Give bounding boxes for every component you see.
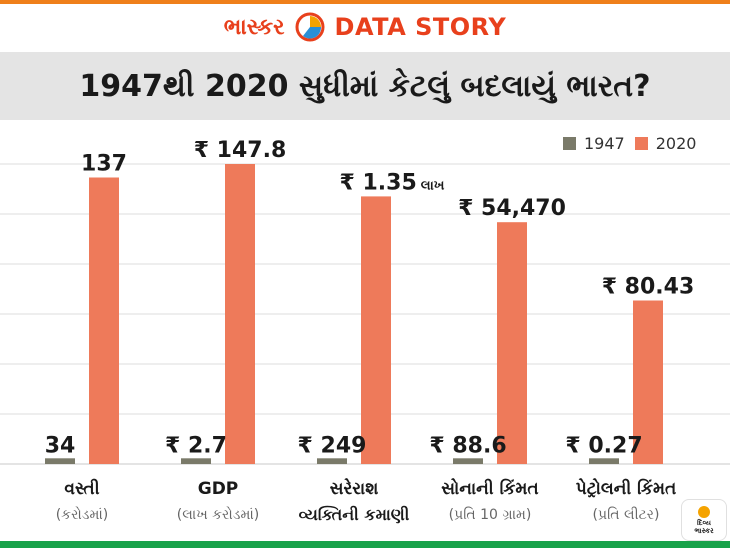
bar-1947-3 [453, 458, 483, 464]
bottom-stripe [0, 541, 730, 548]
bar-1947-1 [181, 458, 211, 464]
value-label-2020-4: ₹ 80.43 [602, 275, 695, 300]
top-stripe [0, 0, 730, 4]
headline-banner: 1947થી 2020 સુધીમાં કેટલું બદલાયું ભારત? [0, 52, 730, 120]
legend: 1947 2020 [563, 134, 696, 153]
value-label-1947-4: ₹ 0.27 [565, 433, 642, 458]
legend-item-1947: 1947 [563, 134, 625, 153]
category-sublabel-3: (પ્રતિ 10 ગ્રામ) [448, 507, 532, 523]
brand-tagline: DATA STORY [334, 13, 507, 41]
legend-item-2020: 2020 [634, 134, 697, 153]
category-sublabel-4: (પ્રતિ લીટર) [592, 507, 660, 523]
value-label-1947-1: ₹ 2.7 [165, 433, 227, 458]
bar-2020-3 [497, 222, 527, 464]
divya-bhaskar-logo: દિવ્ય ભાસ્કર [681, 499, 727, 541]
category-label-0: વસ્તી [64, 479, 100, 499]
category-1: GDP (લાખ કરોડમાં) [150, 476, 286, 528]
value-label-2020-3: ₹ 54,470 [458, 196, 566, 221]
value-label-1947-0: 34 [45, 433, 76, 458]
chart-title: 1947થી 2020 સુધીમાં કેટલું બદલાયું ભારત? [79, 68, 651, 104]
value-label-2020-1: ₹ 147.8 [194, 138, 287, 163]
category-sublabel-1: (લાખ કરોડમાં) [176, 507, 260, 523]
category-label-2: સરેરાશ [329, 479, 379, 499]
value-label-2020-0: 137 [81, 152, 127, 177]
category-3: સોનાની કિંમત (પ્રતિ 10 ગ્રામ) [422, 476, 558, 528]
brand-header: ભાસ્કર DATA STORY [0, 4, 730, 50]
bar-2020-4 [633, 300, 663, 464]
category-label-3: સોનાની કિંમત [441, 479, 539, 499]
sun-icon [698, 505, 710, 518]
legend-label-1947: 1947 [584, 134, 625, 153]
category-0: વસ્તી (કરોડમાં) [14, 476, 150, 528]
category-2: સરેરાશ વ્યક્તિની કમાણી [286, 476, 422, 528]
value-label-1947-2: ₹ 249 [298, 433, 367, 458]
bar-1947-0 [45, 458, 75, 464]
legend-label-2020: 2020 [655, 134, 697, 153]
bar-2020-0 [89, 177, 119, 464]
brand-name: ભાસ્કર [223, 14, 285, 40]
bar-1947-4 [589, 458, 619, 464]
legend-swatch-1947 [563, 137, 576, 150]
pie-chart-icon [295, 12, 325, 42]
legend-swatch-2020 [634, 137, 648, 150]
category-label-4: પેટ્રોલની કિંમત [575, 479, 677, 499]
category-4: પેટ્રોલની કિંમત (પ્રતિ લીટર) [558, 476, 694, 528]
badge-line-1: દિવ્ય [697, 518, 711, 527]
bar-2020-2 [361, 196, 391, 464]
value-label-1947-3: ₹ 88.6 [429, 433, 506, 458]
category-sublabel-0: (કરોડમાં) [55, 507, 109, 523]
value-unit-2020-2: લાખ [421, 178, 445, 193]
bar-1947-2 [317, 458, 347, 464]
category-label-1: GDP [197, 479, 239, 499]
category-sublabel-2: વ્યક્તિની કમાણી [298, 505, 410, 524]
bar-2020-1 [225, 164, 255, 464]
badge-line-2: ભાસ્કર [694, 526, 714, 535]
value-label-2020-2: ₹ 1.35 લાખ [340, 170, 445, 195]
